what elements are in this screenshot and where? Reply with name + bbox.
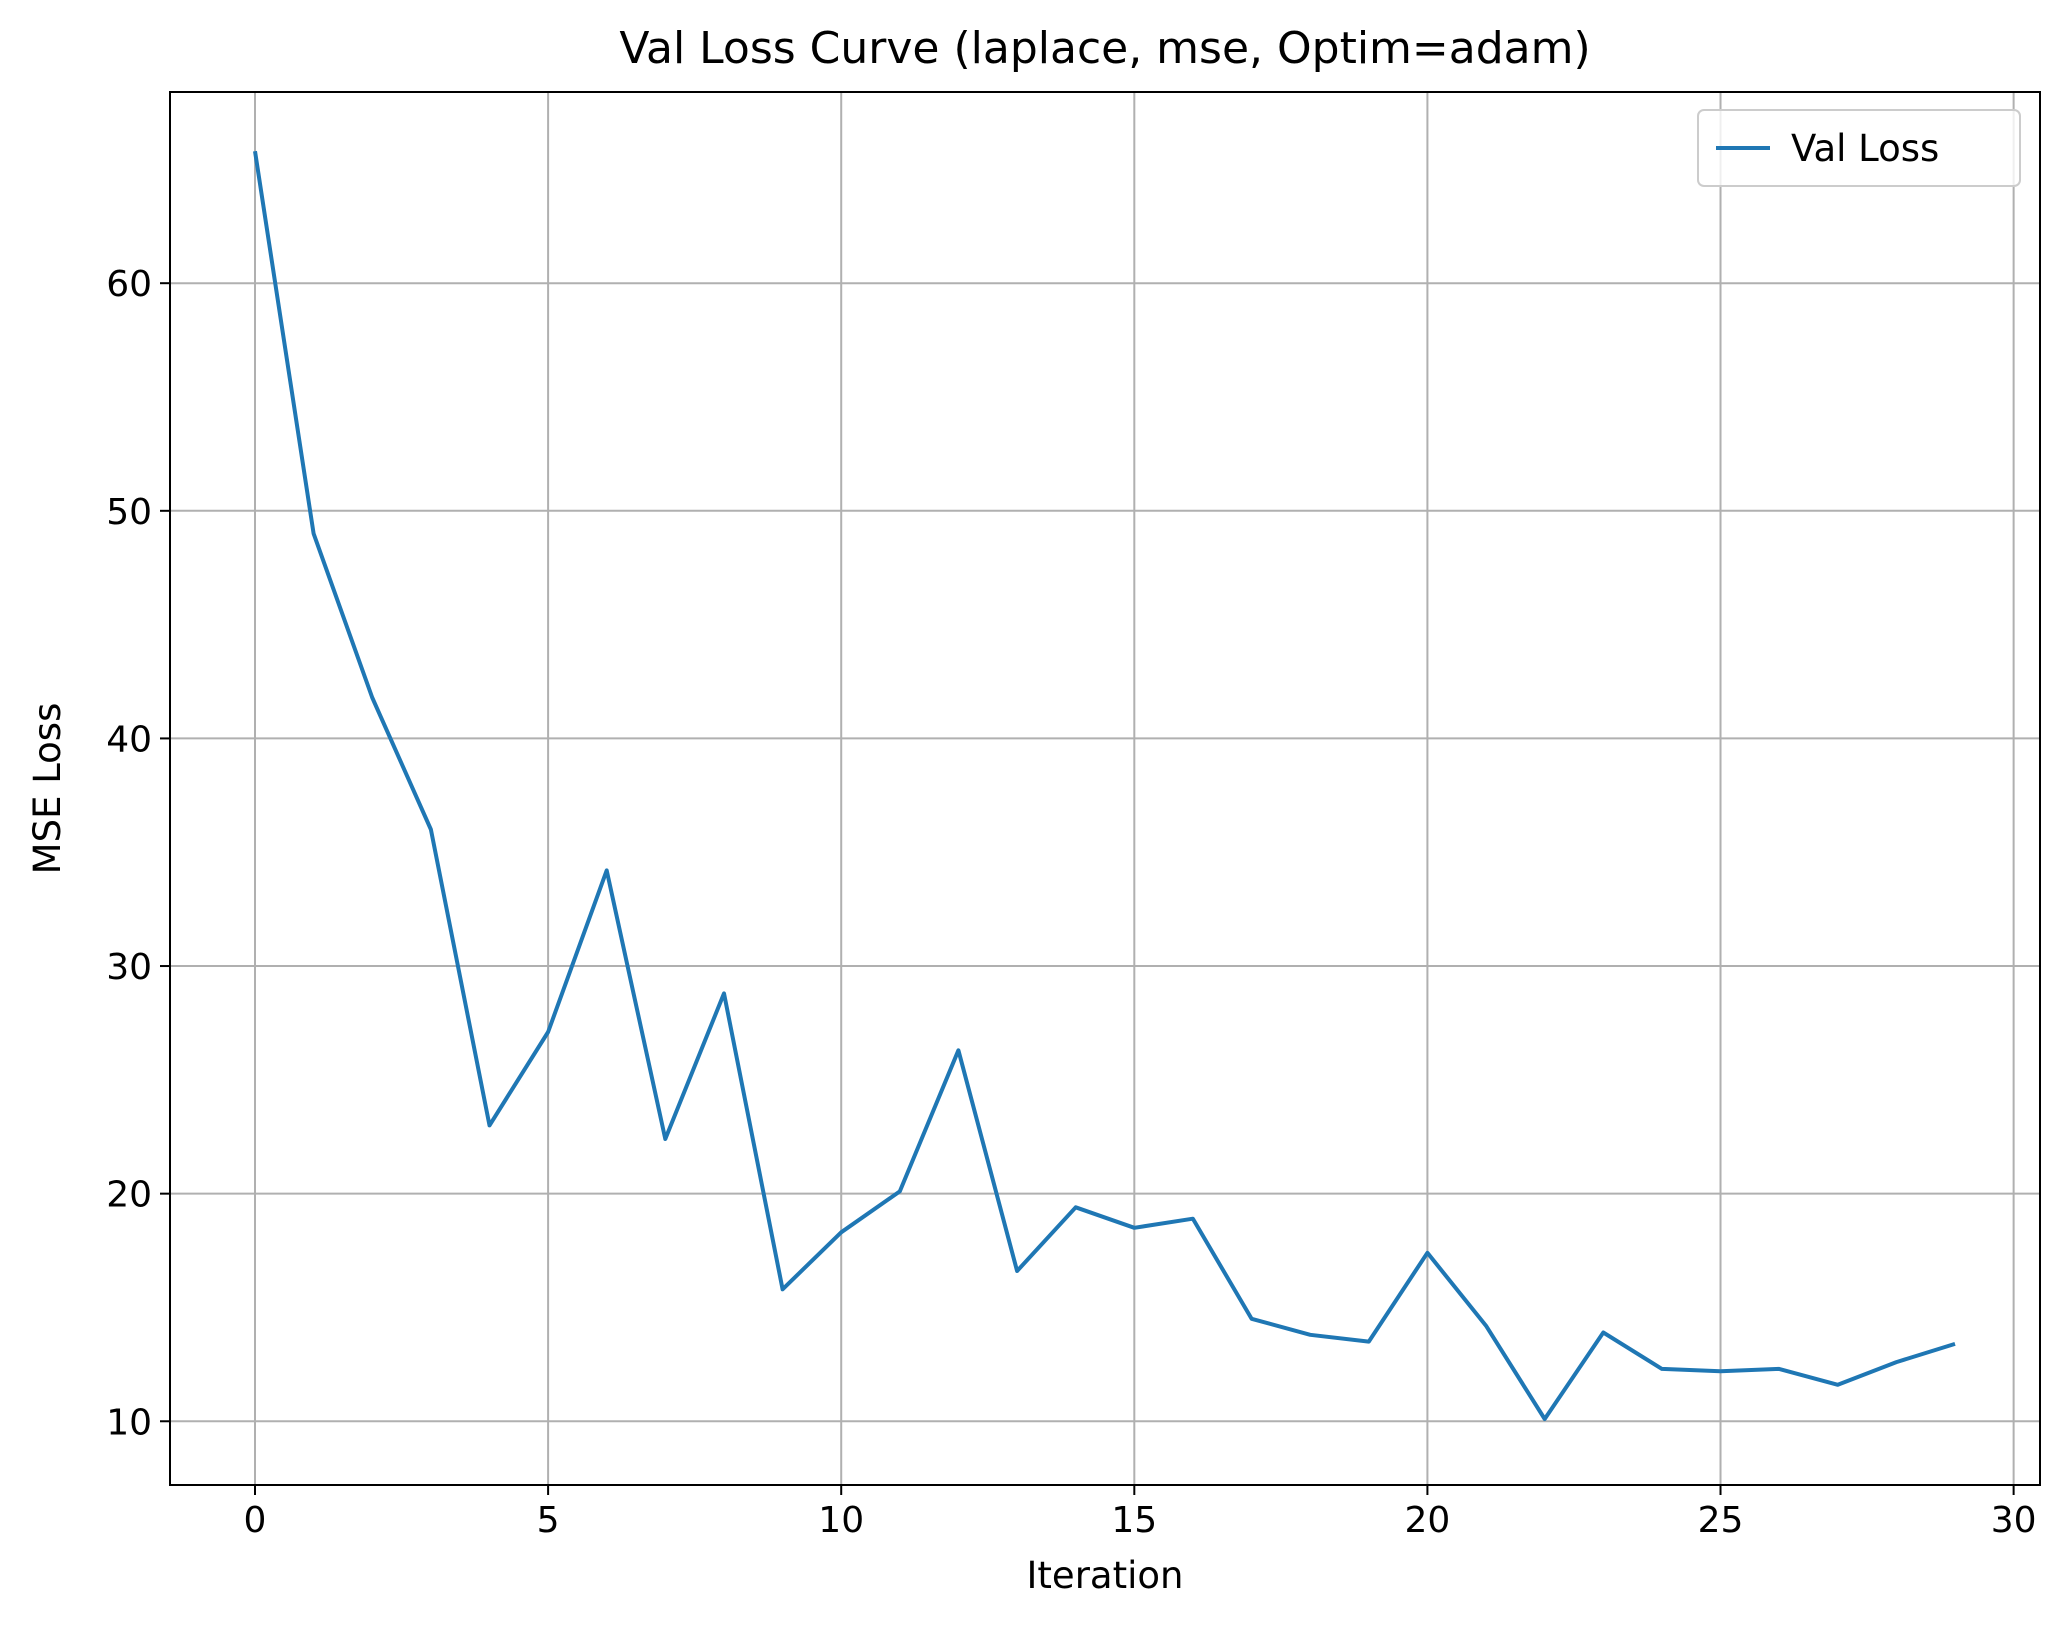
plot-frame xyxy=(169,91,2041,1486)
x-tick-label: 5 xyxy=(537,1500,560,1541)
y-tick-label: 30 xyxy=(106,947,152,988)
x-axis-label: Iteration xyxy=(1027,1554,1184,1597)
y-axis-ticks: 10 20 30 40 50 60 xyxy=(106,264,170,1443)
grid-lines xyxy=(170,92,2040,1485)
y-tick-label: 40 xyxy=(106,719,152,760)
y-tick-label: 20 xyxy=(106,1175,152,1216)
x-tick-label: 10 xyxy=(818,1500,864,1541)
series-layer xyxy=(253,150,1956,1421)
x-tick-label: 30 xyxy=(1991,1500,2037,1541)
series-line-val-loss xyxy=(253,150,1956,1421)
chart-title: Val Loss Curve (laplace, mse, Optim=adam… xyxy=(619,23,1590,74)
y-tick-label: 10 xyxy=(106,1402,152,1443)
x-axis-ticks: 0 5 10 15 20 25 30 xyxy=(244,1485,2037,1541)
y-axis-label: MSE Loss xyxy=(26,703,69,875)
legend-label: Val Loss xyxy=(1791,127,1939,170)
legend-box xyxy=(1697,109,2021,187)
x-tick-label: 20 xyxy=(1405,1500,1451,1541)
y-tick-label: 60 xyxy=(106,264,152,305)
legend: Val Loss xyxy=(1697,109,2021,187)
x-tick-label: 25 xyxy=(1698,1500,1744,1541)
x-tick-label: 15 xyxy=(1111,1500,1157,1541)
y-tick-label: 50 xyxy=(106,492,152,533)
x-tick-label: 0 xyxy=(244,1500,267,1541)
